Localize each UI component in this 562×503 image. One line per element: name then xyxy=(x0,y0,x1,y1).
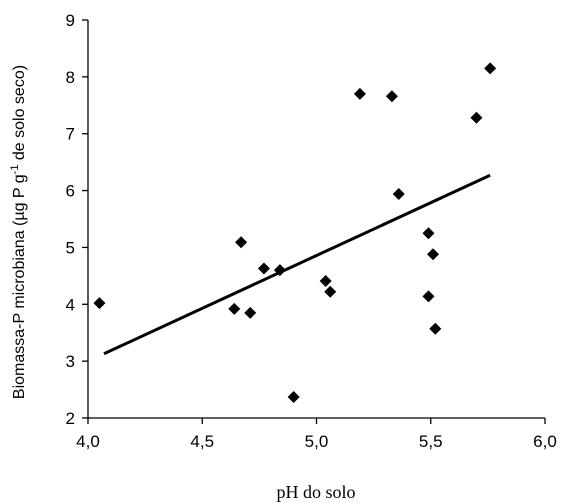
x-tick-label: 4,0 xyxy=(76,432,100,451)
y-axis-label: Biomassa-P microbiana (µg P g-1 de solo … xyxy=(9,65,28,399)
data-point xyxy=(427,248,440,261)
y-tick-label: 6 xyxy=(66,182,75,201)
data-point xyxy=(235,236,248,249)
plot-area: 2 3 4 5 6 7 8 9 4,0 4,5 5,0 5,5 6,0 xyxy=(66,11,557,451)
trendline xyxy=(103,173,491,356)
x-axis-label: pH do solo xyxy=(276,482,355,502)
x-tick-label: 5,5 xyxy=(419,432,443,451)
y-tick-label: 5 xyxy=(66,238,75,257)
x-tick-label: 5,0 xyxy=(305,432,329,451)
data-point xyxy=(422,227,435,240)
data-point xyxy=(324,285,337,298)
data-point xyxy=(484,62,497,75)
y-tick-label: 8 xyxy=(66,68,75,87)
y-tick-label: 2 xyxy=(66,409,75,428)
y-axis-label-superscript: -1 xyxy=(9,165,21,175)
data-point xyxy=(244,306,257,319)
data-point xyxy=(319,274,332,287)
data-point xyxy=(429,322,442,335)
data-point xyxy=(257,262,270,275)
data-point xyxy=(287,390,300,403)
data-point xyxy=(422,290,435,303)
y-axis-label-main: Biomassa-P microbiana (µg P g xyxy=(11,174,28,399)
y-tick-label: 7 xyxy=(66,125,75,144)
data-point xyxy=(273,264,286,277)
data-point xyxy=(470,111,483,124)
y-tick-label: 3 xyxy=(66,352,75,371)
y-tick-label: 9 xyxy=(66,11,75,30)
data-point xyxy=(228,302,241,315)
data-point xyxy=(392,187,405,200)
data-point xyxy=(353,87,366,100)
x-tick-label: 4,5 xyxy=(190,432,214,451)
y-axis-ticks: 2 3 4 5 6 7 8 9 xyxy=(66,11,88,428)
data-point xyxy=(385,90,398,103)
x-axis-ticks: 4,0 4,5 5,0 5,5 6,0 xyxy=(76,418,557,451)
y-tick-label: 4 xyxy=(66,295,75,314)
y-axis-label-tail: de solo seco) xyxy=(11,65,28,165)
data-point xyxy=(93,297,106,310)
data-points xyxy=(93,62,497,403)
x-tick-label: 6,0 xyxy=(533,432,557,451)
